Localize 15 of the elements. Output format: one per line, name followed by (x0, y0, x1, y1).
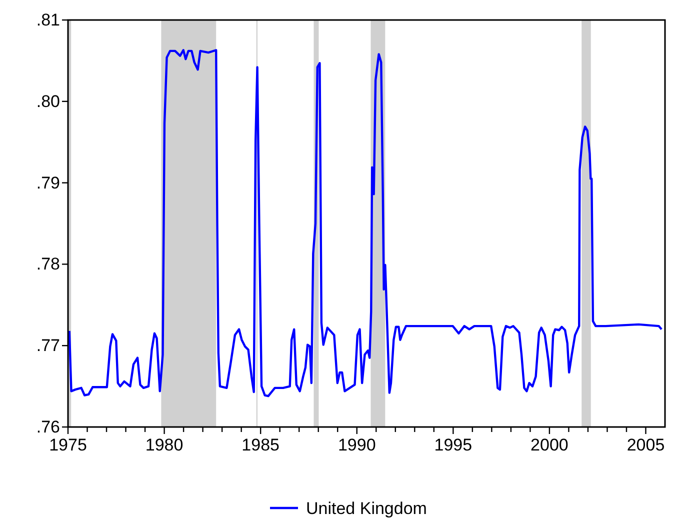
legend-label: United Kingdom (306, 498, 427, 518)
x-tick-label: 1990 (338, 435, 376, 454)
x-tick-label: 2000 (530, 435, 568, 454)
y-tick-label: .77 (36, 336, 60, 356)
x-tick-label: 1995 (434, 435, 472, 454)
x-tick-label: 1985 (242, 435, 280, 454)
y-tick-label: .76 (36, 417, 60, 436)
line-series (68, 49, 663, 398)
y-tick-label: .79 (36, 173, 60, 192)
x-tick-label: 1980 (145, 435, 184, 454)
y-tick-label: .80 (36, 92, 60, 111)
y-tick-label: .78 (36, 254, 60, 274)
x-tick-label: 2005 (626, 435, 665, 454)
y-tick-label: .81 (36, 10, 60, 30)
x-tick-label: 1975 (49, 435, 87, 454)
